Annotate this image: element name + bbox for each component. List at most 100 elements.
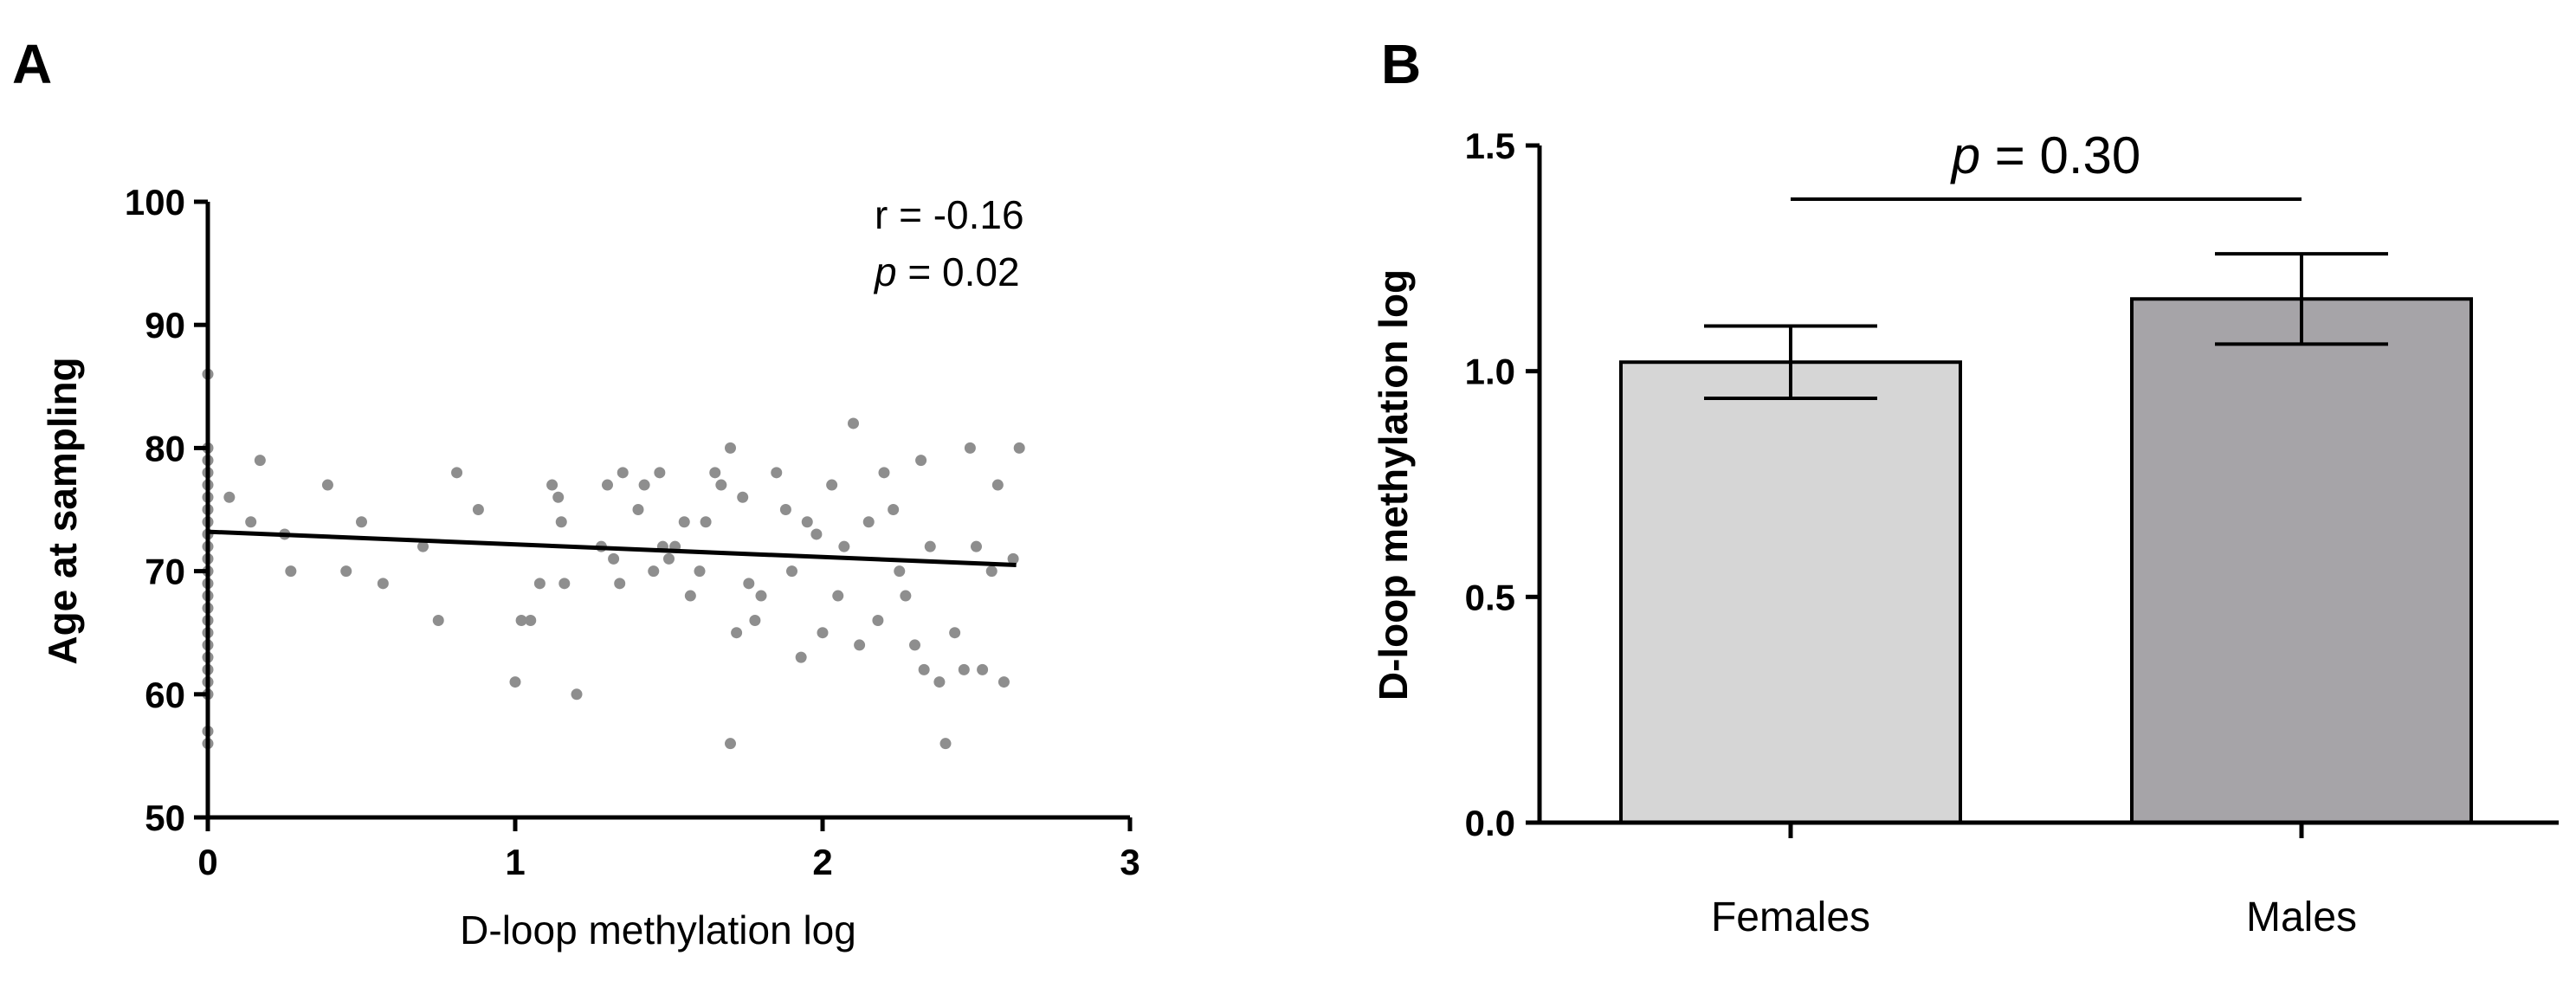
y-tick-label: 90	[145, 305, 185, 345]
scatter-point	[614, 578, 626, 590]
scatter-point	[749, 614, 761, 626]
scatter-point	[678, 516, 690, 528]
scatter-point	[321, 479, 333, 491]
scatter-point	[694, 565, 706, 578]
scatter-point	[725, 442, 736, 454]
scatter-point	[894, 565, 906, 578]
scatter-point	[377, 578, 389, 590]
panel-a-p-value: p = 0.02	[873, 249, 1020, 294]
scatter-point	[663, 552, 675, 565]
panel-a-x-ticks: 0 1 2 3	[197, 817, 1140, 882]
scatter-point	[854, 639, 866, 651]
panel-a-label: A	[12, 33, 52, 95]
scatter-point	[285, 565, 297, 578]
scatter-point	[755, 590, 767, 602]
scatter-point	[832, 590, 844, 602]
scatter-point	[985, 565, 997, 578]
scatter-point	[888, 504, 900, 515]
x-tick-label: 0	[197, 842, 217, 882]
scatter-point	[432, 614, 444, 626]
panel-a: A 50 60 70 80 90 100 0 1 2 3 D-loop methylation …	[12, 33, 1140, 952]
scatter-point	[838, 540, 850, 552]
scatter-point	[546, 479, 558, 491]
scatter-point	[826, 479, 838, 491]
panel-b-label: B	[1381, 33, 1421, 95]
panel-b-y-ticks: 0.0 0.5 1.0 1.5	[1465, 126, 1540, 843]
scatter-point	[977, 663, 989, 675]
scatter-point	[909, 639, 920, 651]
scatter-point	[245, 516, 257, 528]
scatter-point	[715, 479, 727, 491]
scatter-point	[878, 467, 890, 479]
scatter-point	[654, 467, 666, 479]
scatter-point	[795, 651, 807, 663]
panel-b-p-symbol: p	[1950, 126, 1980, 184]
scatter-point	[939, 738, 952, 750]
panel-b-p-value: p = 0.30	[1950, 126, 2141, 184]
scatter-point	[900, 590, 912, 602]
scatter-point	[786, 565, 797, 578]
scatter-point	[817, 627, 829, 639]
bar-males	[2130, 297, 2473, 824]
scatter-point	[515, 614, 527, 626]
category-label: Females	[1711, 894, 1870, 940]
scatter-point	[254, 455, 266, 467]
category-label: Males	[2246, 894, 2357, 940]
bar-females	[1619, 360, 1962, 824]
y-tick-label: 0.0	[1465, 803, 1515, 843]
scatter-point	[223, 491, 236, 503]
panel-a-y-ticks: 50 60 70 80 90 100	[125, 182, 208, 838]
scatter-point	[709, 467, 721, 479]
panel-a-p-symbol: p	[873, 249, 897, 294]
x-tick-label: 2	[812, 842, 832, 882]
scatter-point	[617, 467, 629, 479]
panel-a-x-axis-title: D-loop methylation log	[460, 907, 856, 952]
scatter-point	[340, 565, 352, 578]
scatter-point	[552, 491, 565, 503]
scatter-point	[997, 676, 1010, 688]
scatter-point	[356, 516, 367, 528]
scatter-point	[725, 738, 736, 750]
y-tick-label: 50	[145, 798, 185, 838]
scatter-point	[949, 627, 961, 639]
scatter-point	[648, 565, 660, 578]
scatter-point	[991, 479, 1004, 491]
scatter-point	[971, 540, 982, 552]
scatter-point	[700, 516, 712, 528]
scatter-point	[1007, 552, 1019, 565]
y-tick-label: 70	[145, 552, 185, 592]
y-tick-label: 80	[145, 428, 185, 468]
panel-b-bars	[1619, 252, 2473, 824]
scatter-point	[915, 455, 927, 467]
scatter-point	[810, 528, 823, 540]
scatter-point	[533, 578, 546, 590]
scatter-point	[779, 504, 791, 515]
y-tick-label: 1.5	[1465, 126, 1515, 166]
scatter-point	[731, 627, 743, 639]
x-tick-label: 1	[505, 842, 525, 882]
scatter-point	[525, 614, 537, 626]
panel-b: B 0.0 0.5 1.0 1.5 Females Males D-loop methy…	[1371, 33, 2559, 940]
y-tick-label: 100	[125, 182, 185, 223]
panel-b-category-labels: Females Males	[1711, 823, 2357, 940]
scatter-point	[608, 552, 620, 565]
scatter-point	[638, 479, 650, 491]
scatter-point	[417, 540, 429, 552]
scatter-point	[558, 578, 571, 590]
scatter-point	[743, 578, 755, 590]
scatter-point	[918, 663, 930, 675]
panel-a-r-value: r = -0.16	[875, 192, 1024, 237]
scatter-point	[964, 442, 976, 454]
y-tick-label: 0.5	[1465, 577, 1515, 617]
scatter-point	[933, 676, 946, 688]
scatter-point	[737, 491, 749, 503]
scatter-point	[771, 467, 783, 479]
scatter-point	[555, 516, 567, 528]
scatter-point	[472, 504, 484, 515]
scatter-point	[848, 417, 859, 429]
scatter-point	[684, 590, 696, 602]
scatter-point	[801, 516, 813, 528]
y-tick-label: 60	[145, 675, 185, 715]
scatter-point	[571, 688, 583, 701]
